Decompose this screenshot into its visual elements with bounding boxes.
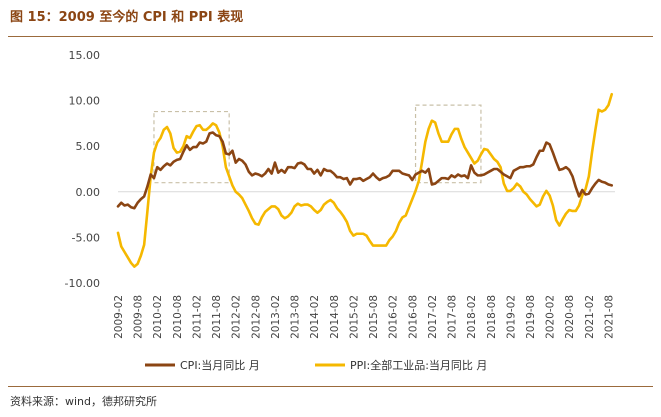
x-tick-label: 2010-02 [152, 295, 164, 339]
legend-ppi-label: PPI:全部工业品:当月同比 月 [350, 358, 487, 372]
y-tick-label: -5.00 [72, 231, 100, 244]
x-tick-label: 2018-08 [486, 295, 498, 339]
x-tick-label: 2019-02 [505, 295, 517, 339]
x-tick-label: 2021-08 [603, 295, 615, 339]
highlight-box [153, 110, 230, 184]
axes: 15.00 10.00 5.00 0.00 -5.00 -10.00 2009-02 2009… [65, 49, 616, 339]
x-tick-label: 2020-02 [545, 295, 557, 339]
x-tick-label: 2010-08 [172, 295, 184, 339]
highlight-boxes [153, 104, 482, 184]
chart-title: 图 15：2009 至今的 CPI 和 PPI 表现 [10, 10, 244, 25]
y-tick-label: 0.00 [76, 186, 101, 199]
x-tick-label: 2015-08 [368, 295, 380, 339]
source-note: 资料来源：wind，德邦研究所 [10, 395, 158, 408]
x-tick-label: 2015-02 [348, 295, 360, 339]
line-chart: 15.00 10.00 5.00 0.00 -5.00 -10.00 2009-02 2009… [65, 49, 616, 372]
x-tick-label: 2019-08 [525, 295, 537, 339]
x-tick-label: 2011-02 [191, 295, 203, 339]
highlight-box [414, 104, 482, 184]
x-tick-label: 2021-02 [584, 295, 596, 339]
footer-divider [8, 386, 653, 387]
ppi-series-line [116, 92, 614, 268]
x-tick-label: 2009-08 [133, 295, 145, 339]
x-tick-label: 2020-08 [564, 295, 576, 339]
series-lines [116, 92, 614, 268]
legend: CPI:当月同比 月 PPI:全部工业品:当月同比 月 [145, 358, 487, 372]
legend-cpi-label: CPI:当月同比 月 [180, 358, 260, 372]
x-tick-label: 2017-08 [447, 295, 459, 339]
x-tick-label: 2012-08 [250, 295, 262, 339]
x-tick-label: 2013-02 [270, 295, 282, 339]
title-divider [8, 36, 653, 37]
x-tick-label: 2014-08 [329, 295, 341, 339]
y-tick-label: 10.00 [69, 95, 101, 108]
y-tick-label: 15.00 [69, 49, 101, 62]
x-tick-label: 2018-02 [466, 295, 478, 339]
y-tick-label: -10.00 [65, 277, 100, 290]
x-tick-label: 2009-02 [113, 295, 125, 339]
x-tick-label: 2016-08 [407, 295, 419, 339]
x-tick-label: 2013-08 [290, 295, 302, 339]
x-tick-label: 2011-08 [211, 295, 223, 339]
x-tick-label: 2016-02 [388, 295, 400, 339]
y-tick-label: 5.00 [76, 140, 101, 153]
cpi-series-line [116, 131, 614, 210]
x-tick-label: 2017-02 [427, 295, 439, 339]
x-tick-label: 2012-02 [231, 295, 243, 339]
x-tick-label: 2014-02 [309, 295, 321, 339]
